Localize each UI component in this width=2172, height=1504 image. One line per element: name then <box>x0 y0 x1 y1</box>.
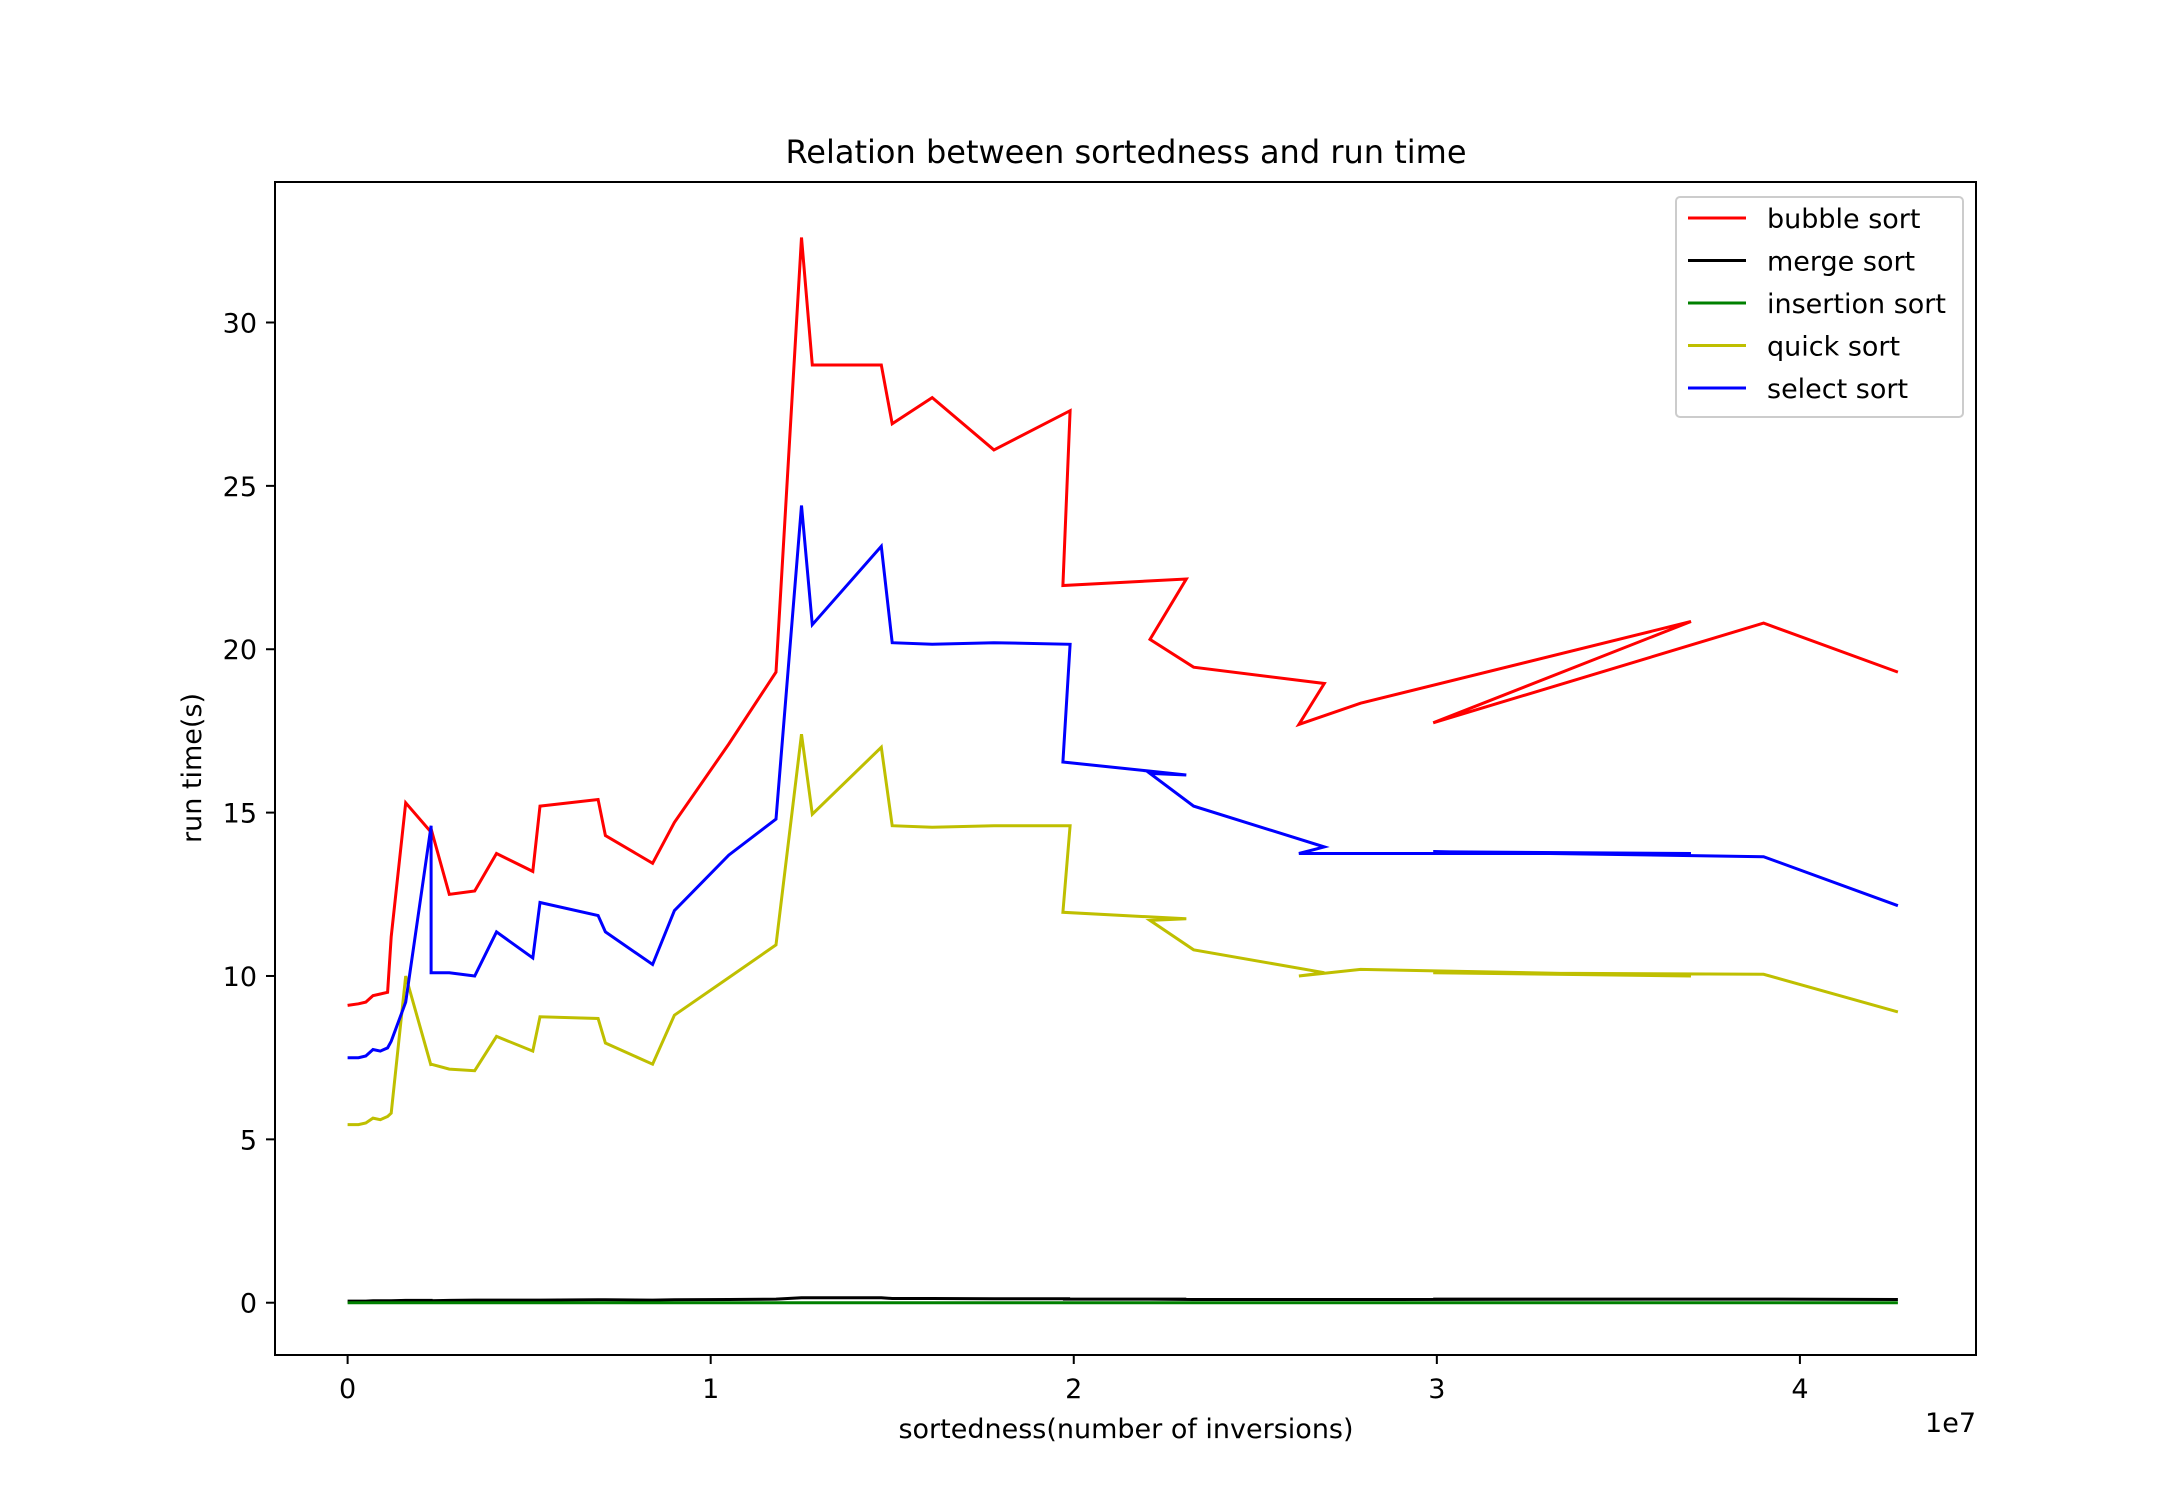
series-line-quick-sort <box>347 733 1899 1127</box>
legend-label: quick sort <box>1767 332 1900 363</box>
x-axis-label: sortedness(number of inversions) <box>898 1414 1353 1445</box>
x-tick-label: 3 <box>1428 1374 1445 1405</box>
y-tick-label: 30 <box>223 308 257 339</box>
legend: bubble sort merge sort insertion sort quick… <box>1675 196 1964 418</box>
y-tick-label: 5 <box>240 1125 257 1156</box>
y-tick-label: 0 <box>240 1289 257 1320</box>
plot-lines <box>347 237 1899 1305</box>
legend-label: select sort <box>1767 374 1908 405</box>
legend-label: bubble sort <box>1767 204 1921 235</box>
x-tick-label: 2 <box>1065 1374 1082 1405</box>
legend-label: insertion sort <box>1767 289 1946 320</box>
series-line-select-sort <box>347 505 1899 1060</box>
series-line-bubble-sort <box>347 237 1899 1007</box>
y-tick-label: 25 <box>223 472 257 503</box>
y-axis-ticks: 0 5 10 15 20 25 30 <box>223 308 275 1320</box>
legend-label: merge sort <box>1767 247 1915 278</box>
legend-box <box>1675 196 1964 418</box>
series-line-merge-sort <box>347 1296 1898 1303</box>
y-tick-label: 15 <box>223 799 257 830</box>
x-tick-label: 0 <box>339 1374 356 1405</box>
y-tick-label: 20 <box>223 635 257 666</box>
y-tick-label: 10 <box>223 962 257 993</box>
chart-title: Relation between sortedness and run time <box>786 133 1467 171</box>
x-tick-label: 4 <box>1791 1374 1808 1405</box>
x-tick-label: 1 <box>702 1374 719 1405</box>
x-axis-ticks: 0 1 2 3 4 <box>339 1355 1809 1405</box>
x-axis-offset-label: 1e7 <box>1925 1408 1976 1439</box>
plot-frame <box>274 181 1977 1356</box>
y-axis-label: run time(s) <box>177 693 208 843</box>
